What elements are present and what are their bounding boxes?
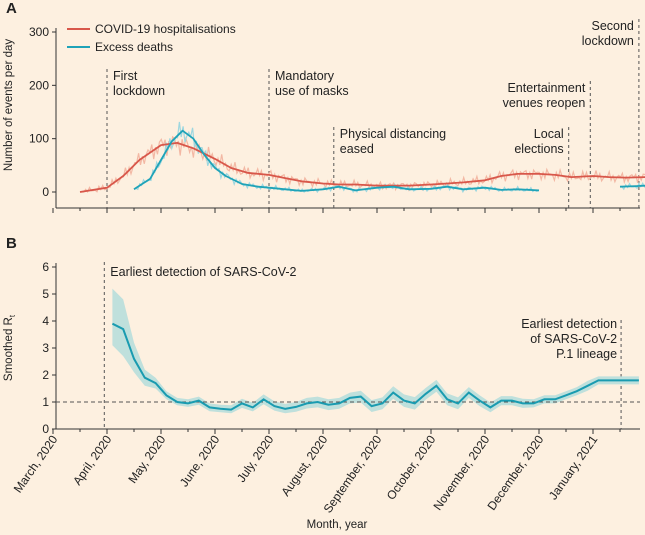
panel-a-raw-series bbox=[80, 121, 645, 194]
panel-a-y-label: Number of events per day bbox=[3, 39, 15, 172]
panel-b-event-label: P.1 lineage bbox=[556, 347, 617, 361]
panel-b-annotations: Earliest detection of SARS-CoV-2 Earliest… bbox=[103, 262, 622, 429]
legend-excess-deaths: Excess deaths bbox=[95, 40, 173, 54]
panel-b: B 0 1 2 3 4 5 6 Smoothed Rt Earliest detection… bbox=[3, 235, 640, 531]
panel-b-y-tick-label: 6 bbox=[42, 260, 49, 274]
panel-a: A 0 100 200 300 Number of events per day Fi… bbox=[3, 0, 645, 213]
panel-b-y-label: Smoothed Rt bbox=[3, 314, 17, 381]
panel-a-x-ticks bbox=[52, 208, 621, 213]
month-tick-label: May, 2020 bbox=[125, 432, 168, 485]
month-tick-label: December, 2020 bbox=[484, 432, 546, 512]
panel-a-event-label: eased bbox=[340, 142, 374, 156]
panel-b-y-label-subscript: t bbox=[8, 314, 17, 317]
panel-a-event-label: venues reopen bbox=[503, 96, 586, 110]
panel-b-y-tick-label: 2 bbox=[42, 368, 49, 382]
panel-a-event-label: elections bbox=[514, 142, 563, 156]
panel-b-event-label: Earliest detection of SARS-CoV-2 bbox=[110, 265, 296, 279]
legend: COVID-19 hospitalisations Excess deaths bbox=[67, 22, 236, 54]
panel-b-rt-line bbox=[111, 322, 639, 411]
panel-a-y-tick-label: 100 bbox=[29, 132, 49, 146]
panel-b-y-ticks: 0 1 2 3 4 5 6 bbox=[42, 260, 56, 436]
month-tick-label: July, 2020 bbox=[234, 432, 277, 484]
panel-a-y-tick-label: 200 bbox=[29, 78, 49, 92]
panel-b-event-label: of SARS-CoV-2 bbox=[530, 332, 617, 346]
panel-a-event-label: Entertainment bbox=[507, 81, 585, 95]
panel-b-y-label-main: Smoothed R bbox=[3, 317, 15, 381]
panel-a-event-label: Mandatory bbox=[275, 69, 335, 83]
month-tick-labels: March, 2020 April, 2020 May, 2020 June, 202… bbox=[11, 432, 601, 515]
panel-b-y-tick-label: 5 bbox=[42, 287, 49, 301]
x-axis-label: Month, year bbox=[307, 519, 368, 531]
panel-a-y-tick-label: 0 bbox=[42, 185, 49, 199]
panel-a-event-label: Physical distancing bbox=[340, 127, 446, 141]
panel-b-y-tick-label: 0 bbox=[42, 422, 49, 436]
month-tick-label: April, 2020 bbox=[70, 432, 115, 487]
panel-b-event-label: Earliest detection bbox=[521, 317, 617, 331]
panel-a-event-label: Local bbox=[534, 127, 564, 141]
panel-b-y-tick-label: 1 bbox=[42, 395, 49, 409]
month-tick-label: August, 2020 bbox=[278, 432, 330, 498]
panel-a-event-label: lockdown bbox=[582, 34, 634, 48]
month-tick-label: November, 2020 bbox=[430, 432, 492, 512]
panel-a-event-label: Second bbox=[591, 19, 633, 33]
month-tick-label: March, 2020 bbox=[11, 432, 61, 495]
panel-a-event-label: First bbox=[113, 69, 138, 83]
excess-deaths-line bbox=[133, 129, 540, 192]
excess-deaths-line bbox=[619, 184, 645, 188]
legend-hospitalisations: COVID-19 hospitalisations bbox=[95, 22, 236, 36]
panel-a-series bbox=[79, 129, 645, 193]
hospitalisations-line bbox=[79, 142, 645, 193]
month-tick-label: January, 2021 bbox=[546, 432, 601, 502]
panel-a-event-label: lockdown bbox=[113, 84, 165, 98]
panel-b-letter: B bbox=[6, 235, 17, 252]
panel-b-y-tick-label: 3 bbox=[42, 341, 49, 355]
panel-b-y-tick-label: 4 bbox=[42, 314, 49, 328]
panel-a-letter: A bbox=[6, 0, 17, 17]
panel-a-y-tick-label: 300 bbox=[29, 25, 49, 39]
panel-a-y-ticks: 0 100 200 300 bbox=[29, 25, 56, 199]
hospitalisations-raw-line bbox=[80, 135, 645, 193]
month-tick-label: October, 2020 bbox=[384, 432, 439, 502]
panel-a-event-label: use of masks bbox=[275, 84, 349, 98]
panel-b-x-ticks bbox=[52, 429, 621, 434]
month-tick-label: September, 2020 bbox=[321, 432, 385, 515]
month-tick-label: June, 2020 bbox=[177, 432, 223, 489]
